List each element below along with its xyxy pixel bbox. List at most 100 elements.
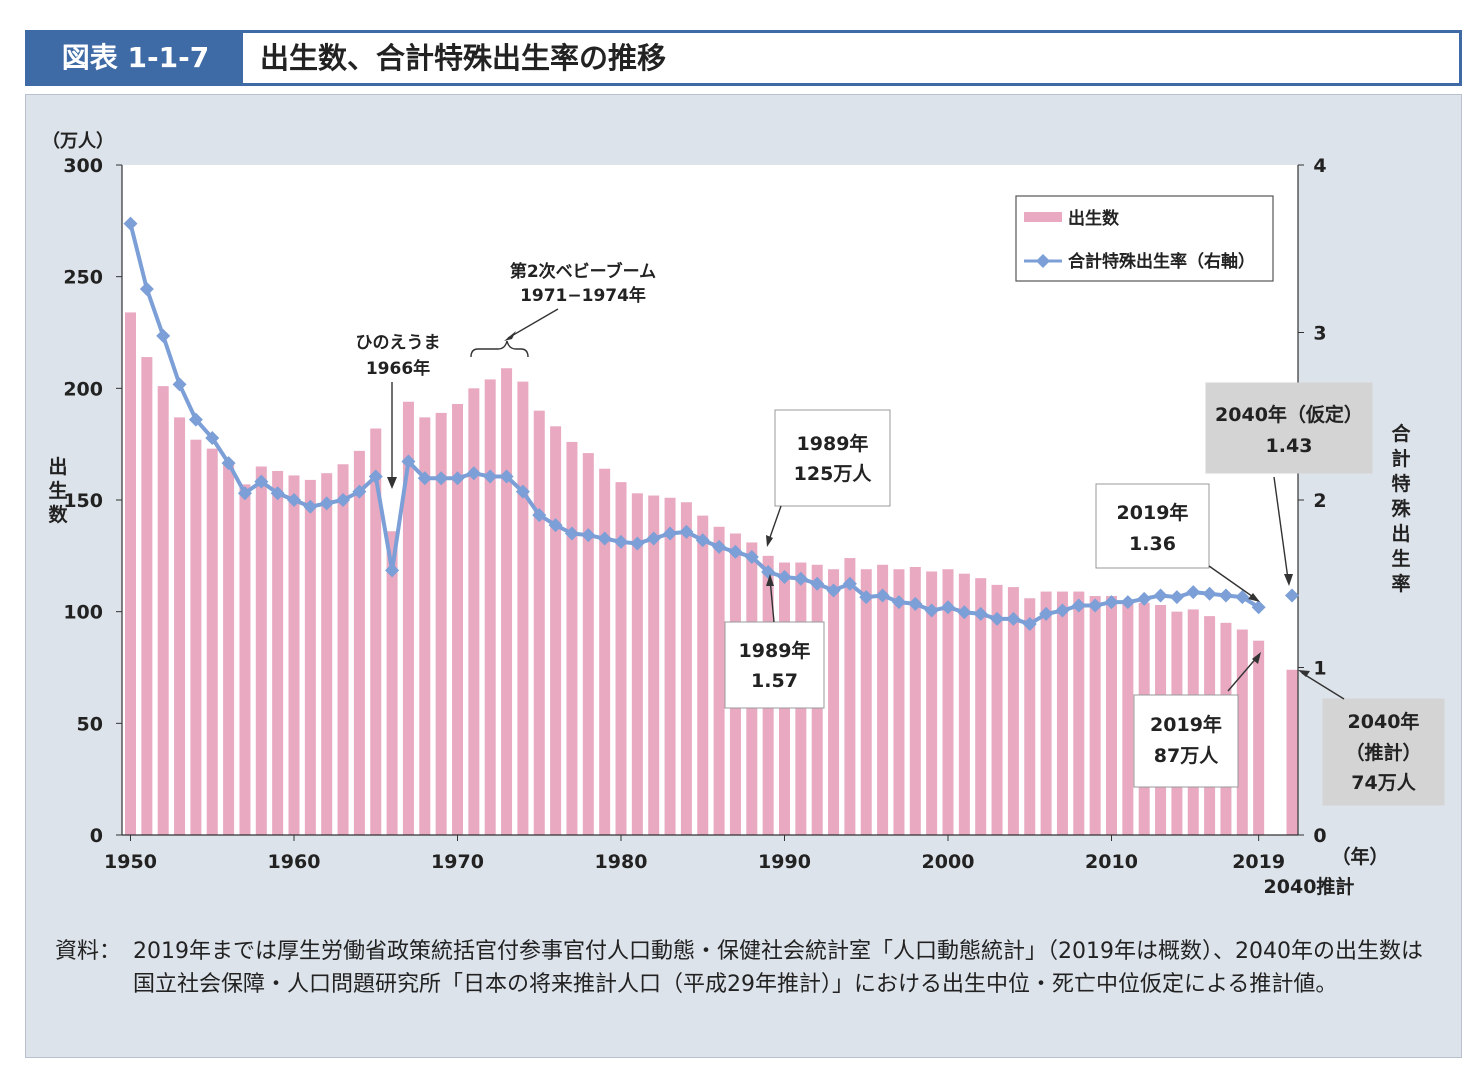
tfr-point-2008 — [1071, 598, 1086, 613]
bar-births-1979 — [599, 468, 611, 835]
right-tick-label: 2 — [1313, 490, 1326, 512]
callout-text-t1989: 1.57 — [751, 670, 798, 692]
right-axis-title-char: 合 — [1391, 422, 1411, 445]
bar-births-1971 — [468, 388, 480, 835]
legend-box — [1015, 195, 1274, 282]
left-axis-title-char: 生 — [48, 479, 67, 502]
tfr-point-1994 — [842, 576, 857, 591]
bar-births-1960 — [288, 475, 300, 835]
x-tick-label: 2010 — [1085, 851, 1138, 873]
callout-text-b2040: 74万人 — [1351, 772, 1416, 794]
tfr-point-2040-projection — [1285, 588, 1299, 603]
tfr-point-1998 — [908, 596, 923, 611]
bar-births-1953 — [174, 417, 186, 835]
bar-births-1965 — [370, 428, 382, 835]
bar-births-1968 — [419, 417, 431, 835]
bar-births-1970 — [452, 403, 463, 835]
bar-births-1984 — [680, 502, 692, 835]
legend-diamond-icon — [1036, 254, 1050, 268]
bar-births-1963 — [337, 464, 349, 835]
tfr-point-1956 — [221, 456, 236, 471]
bar-births-1957 — [239, 484, 251, 835]
bar-births-2005 — [1024, 598, 1036, 835]
bar-births-1975 — [533, 410, 545, 835]
annotation-babyboom-years: 1971−1974年 — [520, 285, 646, 306]
tfr-point-2010 — [1104, 595, 1119, 610]
callout-box-b2019 — [1133, 694, 1239, 788]
tfr-point-1989 — [761, 565, 776, 580]
bar-births-2010 — [1106, 596, 1117, 835]
tfr-point-1978 — [581, 528, 596, 543]
tfr-point-1965 — [368, 469, 383, 484]
tfr-point-1984 — [679, 524, 694, 539]
x-tick-label: 1990 — [758, 851, 811, 873]
legend-label-tfr: 合計特殊出生率（右軸） — [1068, 251, 1255, 272]
tfr-point-2015 — [1186, 585, 1201, 600]
tfr-point-1966 — [385, 563, 400, 578]
annotation-babyboom-title: 第2次ベビーブーム — [510, 261, 656, 282]
right-axis-title-char: 殊 — [1391, 497, 1411, 520]
babyboom-brace — [470, 340, 529, 358]
bar-births-2003 — [991, 584, 1003, 835]
tfr-point-1969 — [434, 471, 449, 486]
tfr-point-2000 — [941, 600, 955, 615]
t1989-arrowhead — [766, 574, 774, 586]
callout-box-b2040 — [1322, 698, 1445, 806]
tfr-point-1955 — [205, 431, 220, 446]
bar-births-2018 — [1236, 629, 1248, 835]
bar-births-1986 — [713, 526, 725, 835]
callout-text-t2040: 2040年（仮定） — [1215, 403, 1363, 426]
bar-births-1995 — [860, 569, 872, 835]
b2040-arrowhead — [1298, 670, 1310, 677]
tfr-point-2018 — [1235, 590, 1250, 605]
tfr-point-1975 — [532, 508, 547, 523]
bar-births-1977 — [566, 441, 578, 835]
bar-births-1976 — [550, 426, 562, 835]
tfr-point-1977 — [564, 526, 579, 541]
left-axis-title-char: 出 — [48, 455, 67, 478]
tfr-point-2004 — [1006, 611, 1021, 626]
right-axis-title-char: 計 — [1391, 447, 1410, 470]
t2040-arrow — [1273, 476, 1289, 580]
source-note-label: 資料： — [55, 939, 122, 964]
tfr-point-1963 — [336, 493, 351, 507]
b1989-arrowhead — [766, 535, 773, 547]
tfr-point-1990 — [777, 570, 792, 585]
tfr-point-1999 — [924, 603, 939, 618]
tfr-point-1961 — [303, 499, 318, 514]
bar-births-1956 — [223, 462, 235, 835]
left-tick-label: 300 — [63, 155, 103, 177]
bar-births-1998 — [909, 567, 921, 835]
tfr-point-1959 — [270, 486, 285, 501]
legend-bar-swatch — [1024, 212, 1062, 222]
bar-births-1981 — [631, 493, 643, 835]
right-axis-title-char: 率 — [1391, 572, 1410, 595]
tfr-point-1982 — [646, 531, 661, 546]
callout-box-t2040 — [1205, 382, 1373, 474]
callout-text-b1989: 1989年 — [797, 432, 869, 455]
right-tick-label: 0 — [1313, 825, 1326, 847]
tfr-point-1974 — [515, 484, 530, 499]
tfr-point-1951 — [139, 281, 154, 296]
callout-text-b1989: 125万人 — [794, 463, 873, 485]
tfr-point-2003 — [990, 611, 1005, 626]
tfr-point-2016 — [1202, 586, 1217, 601]
x-tick-label: 1970 — [431, 851, 484, 873]
bar-births-1994 — [844, 558, 856, 835]
bar-births-1962 — [321, 473, 333, 835]
x-axis-unit: （年） — [1331, 845, 1388, 868]
right-tick-label: 1 — [1313, 658, 1326, 680]
right-axis-title-char: 出 — [1391, 522, 1410, 545]
bar-births-1996 — [877, 564, 889, 835]
babyboom-arrowhead — [504, 331, 516, 341]
b2019-arrowhead — [1252, 652, 1261, 664]
left-tick-label: 200 — [63, 378, 103, 400]
tfr-point-1995 — [859, 590, 874, 605]
callout-text-t1989: 1989年 — [739, 639, 811, 662]
bar-births-1966 — [386, 531, 398, 835]
x-tick-label: 1960 — [268, 851, 321, 873]
bar-births-2001 — [958, 573, 970, 835]
left-tick-label: 150 — [63, 490, 103, 512]
tfr-point-1957 — [237, 486, 252, 501]
tfr-point-2011 — [1120, 595, 1135, 610]
